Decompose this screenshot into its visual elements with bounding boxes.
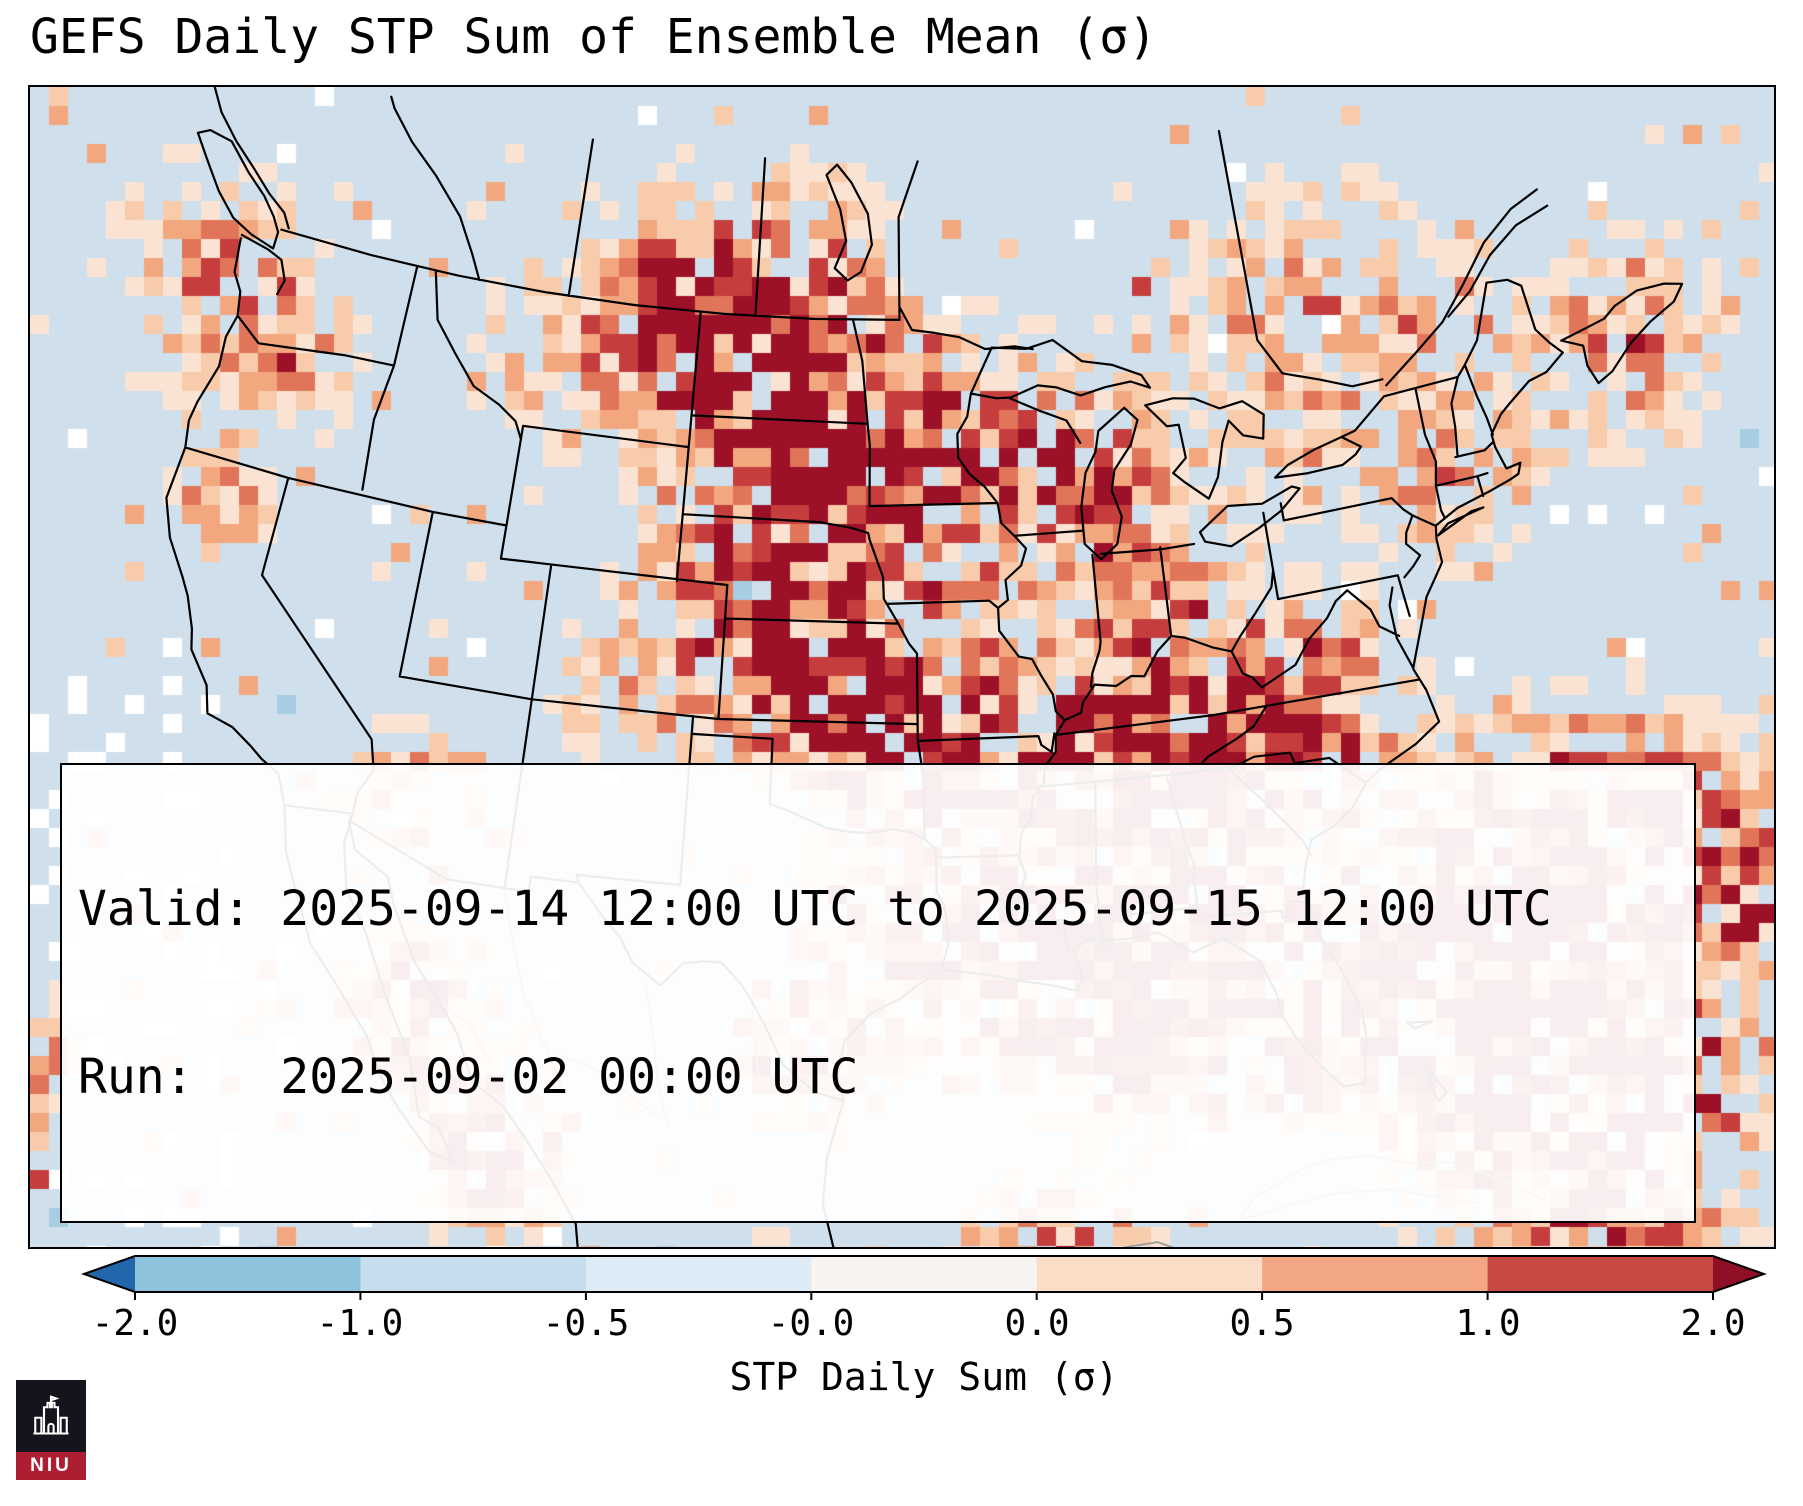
map-panel: Valid: 2025-09-14 12:00 UTC to 2025-09-1…	[28, 85, 1776, 1249]
colorbar-tick-label: -0.5	[542, 1303, 630, 1344]
colorbar-tick-label: 0.5	[1229, 1303, 1295, 1344]
colorbar-segment-4	[1036, 1256, 1263, 1292]
colorbar-svg	[80, 1255, 1768, 1300]
colorbar-under-arrow	[84, 1256, 135, 1292]
colorbar-tick-label: -0.0	[767, 1303, 855, 1344]
colorbar-segment-3	[811, 1256, 1038, 1292]
page-title: GEFS Daily STP Sum of Ensemble Mean (σ)	[30, 9, 1158, 65]
niu-logo-text: NIU	[16, 1452, 86, 1480]
colorbar-tick-label: -1.0	[316, 1303, 404, 1344]
colorbar-segment-6	[1487, 1256, 1713, 1292]
colorbar-tick-label: 2.0	[1680, 1303, 1746, 1344]
info-run-line: Run: 2025-09-02 00:00 UTC	[78, 1049, 859, 1105]
colorbar-segment-0	[135, 1256, 361, 1292]
colorbar-tick-label: 1.0	[1455, 1303, 1521, 1344]
colorbar: -2.0 -1.0 -0.5 -0.0 0.0 0.5 1.0 2.0 STP …	[80, 1255, 1768, 1405]
colorbar-segment-5	[1262, 1256, 1489, 1292]
colorbar-tick-marks	[134, 1292, 1714, 1300]
colorbar-title: STP Daily Sum (σ)	[729, 1355, 1119, 1399]
colorbar-tick-label: -2.0	[91, 1303, 179, 1344]
info-box: Valid: 2025-09-14 12:00 UTC to 2025-09-1…	[60, 763, 1696, 1223]
colorbar-segment-2	[585, 1256, 812, 1292]
info-valid-line: Valid: 2025-09-14 12:00 UTC to 2025-09-1…	[78, 881, 1552, 937]
colorbar-segment-1	[360, 1256, 587, 1292]
niu-logo: NIU	[16, 1380, 86, 1480]
colorbar-tick-label: 0.0	[1004, 1303, 1070, 1344]
colorbar-over-arrow	[1713, 1256, 1764, 1292]
castle-icon	[16, 1380, 86, 1452]
